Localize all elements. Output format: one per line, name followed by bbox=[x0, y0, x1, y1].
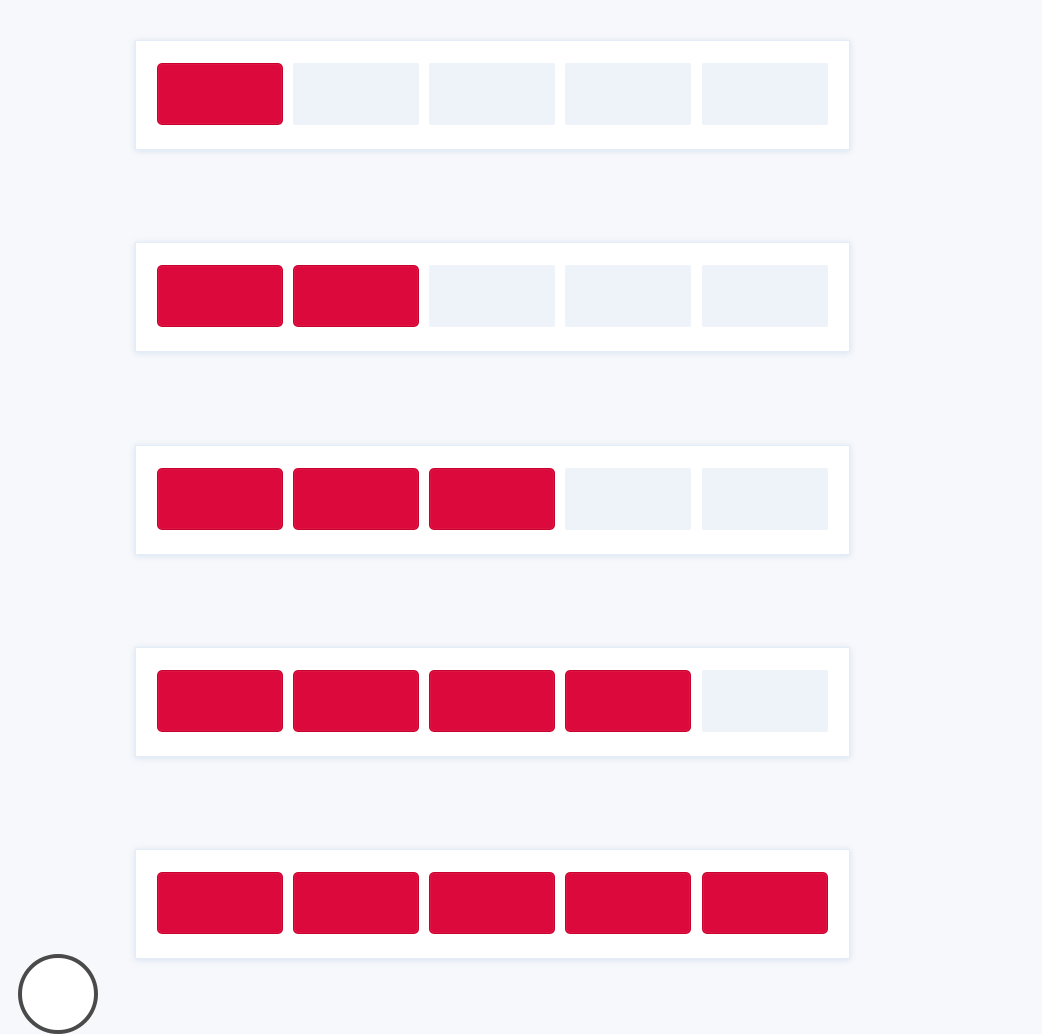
filled-segment bbox=[429, 872, 555, 934]
empty-segment bbox=[429, 63, 555, 125]
level-meter-3 bbox=[135, 445, 850, 555]
empty-segment bbox=[293, 63, 419, 125]
level-meter-2 bbox=[135, 242, 850, 352]
empty-segment bbox=[429, 265, 555, 327]
level-meter-1 bbox=[135, 40, 850, 150]
empty-segment bbox=[565, 468, 691, 530]
filled-segment bbox=[565, 872, 691, 934]
filled-segment bbox=[293, 670, 419, 732]
filled-segment bbox=[157, 670, 283, 732]
filled-segment bbox=[565, 670, 691, 732]
filled-segment bbox=[157, 468, 283, 530]
level-meter-4 bbox=[135, 647, 850, 757]
filled-segment bbox=[157, 265, 283, 327]
circle-icon bbox=[18, 954, 98, 1034]
level-meter-5 bbox=[135, 849, 850, 959]
filled-segment bbox=[157, 63, 283, 125]
filled-segment bbox=[429, 670, 555, 732]
empty-segment bbox=[702, 63, 828, 125]
empty-segment bbox=[565, 63, 691, 125]
empty-segment bbox=[702, 265, 828, 327]
empty-segment bbox=[702, 670, 828, 732]
filled-segment bbox=[702, 872, 828, 934]
empty-segment bbox=[565, 265, 691, 327]
filled-segment bbox=[293, 468, 419, 530]
filled-segment bbox=[429, 468, 555, 530]
empty-segment bbox=[702, 468, 828, 530]
filled-segment bbox=[293, 265, 419, 327]
filled-segment bbox=[293, 872, 419, 934]
filled-segment bbox=[157, 872, 283, 934]
